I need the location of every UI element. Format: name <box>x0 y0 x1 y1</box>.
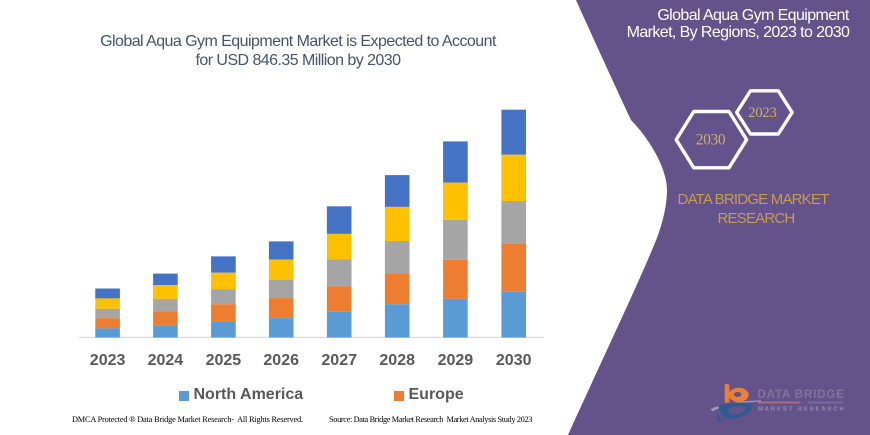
svg-text:DATA BRIDGE: DATA BRIDGE <box>758 388 845 401</box>
svg-text:2030: 2030 <box>696 132 726 149</box>
svg-text:MARKET RESEARCH: MARKET RESEARCH <box>758 406 846 412</box>
svg-text:2023: 2023 <box>748 105 776 121</box>
